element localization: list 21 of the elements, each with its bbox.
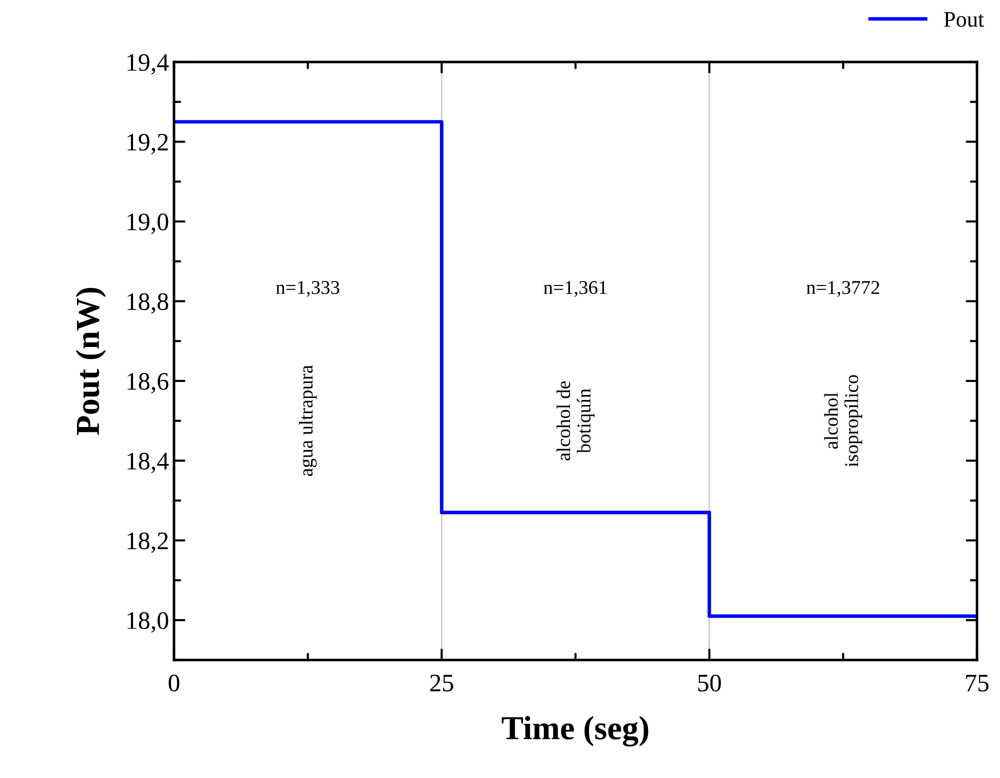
x-tick-label: 75 xyxy=(966,674,989,692)
y-tick-label: 18,8 xyxy=(128,293,168,314)
y-tick-label: 19,4 xyxy=(128,54,169,75)
annotation: n=1,3772 xyxy=(806,281,880,297)
y-tick-label: 18,6 xyxy=(128,372,168,394)
x-tick-label: 50 xyxy=(698,674,721,692)
y-tick-label: 18,2 xyxy=(128,532,168,553)
annotation: n=1,333 xyxy=(276,281,340,297)
y-tick-label: 18,0 xyxy=(128,612,168,633)
legend-label: Pout xyxy=(944,12,984,27)
y-tick-label: 18,4 xyxy=(128,452,169,474)
y-tick-label: 19,2 xyxy=(128,134,168,154)
x-axis-title: Time (seg) xyxy=(502,716,648,746)
x-tick-label: 25 xyxy=(430,674,454,692)
y-axis-title: Pout (nW) xyxy=(76,288,106,435)
x-tick-label: 0 xyxy=(168,674,180,692)
annotation: agua ultrapura xyxy=(298,365,317,476)
annotation: alcohol de botiquín xyxy=(556,381,594,460)
y-tick-label: 19,0 xyxy=(128,214,168,234)
annotation: n=1,361 xyxy=(544,281,607,297)
annotation: alcohol isopropílico xyxy=(824,375,862,467)
